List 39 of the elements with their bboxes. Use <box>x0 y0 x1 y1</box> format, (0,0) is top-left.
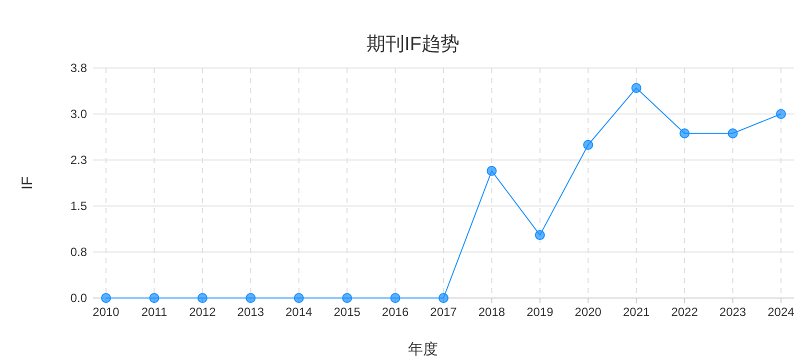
point <box>342 293 352 303</box>
point <box>728 128 738 138</box>
x-tick-label: 2012 <box>189 305 216 319</box>
y-tick-label: 3.0 <box>70 107 88 122</box>
chart-title: 期刊IF趋势 <box>366 34 460 55</box>
y-tick-label: 1.5 <box>70 199 88 214</box>
y-tick-label: 3.8 <box>70 61 88 76</box>
x-tick-label: 2022 <box>671 305 698 319</box>
y-axis-title: IF <box>19 176 36 190</box>
x-tick-label: 2010 <box>92 305 120 319</box>
point <box>583 140 594 150</box>
point <box>101 293 112 303</box>
point <box>197 293 208 303</box>
point <box>776 109 786 119</box>
y-tick-label: 0.8 <box>70 245 88 260</box>
x-tick-label: 2019 <box>526 305 554 319</box>
point <box>680 128 690 138</box>
point <box>246 293 256 303</box>
point <box>486 166 497 176</box>
y-tick-label: 0.0 <box>70 291 88 306</box>
point <box>149 293 160 303</box>
x-tick-label: 2024 <box>768 305 795 319</box>
point <box>390 293 400 303</box>
x-tick-label: 2016 <box>382 305 409 319</box>
x-tick-label: 2020 <box>574 305 602 319</box>
y-tick-label: 2.3 <box>70 153 88 168</box>
x-tick-label: 2018 <box>478 305 506 319</box>
point <box>631 82 642 93</box>
x-tick-label: 2017 <box>430 305 458 319</box>
x-axis-title: 年度 <box>408 341 438 358</box>
x-tick-label: 2011 <box>141 305 168 319</box>
point <box>438 293 448 303</box>
x-tick-label: 2015 <box>334 305 361 319</box>
x-tick-label: 2013 <box>237 305 264 319</box>
x-tick-label: 2014 <box>286 305 313 319</box>
point <box>534 230 545 240</box>
point <box>294 293 304 303</box>
x-tick-label: 2021 <box>622 305 650 319</box>
x-tick-label: 2023 <box>719 305 746 319</box>
